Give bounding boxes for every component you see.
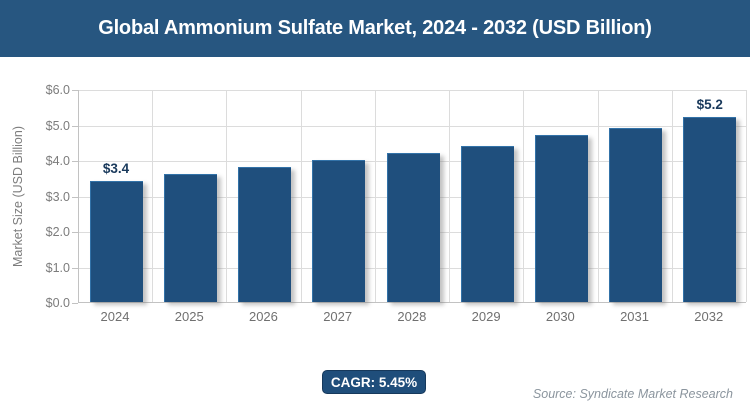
x-tick-label: 2025 <box>174 309 204 324</box>
x-tick-label: 2032 <box>694 309 724 324</box>
bar-2025 <box>163 174 217 302</box>
cagr-badge: CAGR: 5.45% <box>322 370 426 394</box>
bar-value-label: $5.2 <box>696 97 723 113</box>
y-tick-mark <box>72 125 78 127</box>
x-tick-label: 2031 <box>620 309 649 324</box>
bar-2029 <box>460 145 514 302</box>
y-tick-label: $1.0 <box>45 260 70 275</box>
y-tick-mark <box>72 232 78 233</box>
x-tick-label: 2028 <box>397 309 427 324</box>
v-gridline <box>300 90 302 302</box>
y-tick-mark <box>72 303 78 304</box>
v-gridline <box>449 90 451 302</box>
y-tick-label: $4.0 <box>45 154 70 168</box>
bar-2030 <box>534 135 588 302</box>
h-gridline <box>79 125 746 127</box>
plot-area: $3.4 $5.2 <box>78 90 747 303</box>
v-gridline <box>152 90 154 302</box>
bar-value-label: $3.4 <box>102 161 130 177</box>
y-tick-label: $2.0 <box>45 225 70 239</box>
v-gridline <box>523 90 525 302</box>
bar-2028 <box>386 152 440 302</box>
v-gridline <box>671 90 673 302</box>
x-tick-label: 2027 <box>323 309 353 324</box>
x-tick-label: 2026 <box>248 309 278 324</box>
h-gridline <box>79 90 746 91</box>
y-tick-label: $5.0 <box>45 118 70 133</box>
page-title: Global Ammonium Sulfate Market, 2024 - 2… <box>98 17 652 39</box>
bar-2026 <box>238 167 292 302</box>
source-text: Source: Syndicate Market Research <box>532 387 733 401</box>
x-tick-label: 2030 <box>545 309 575 324</box>
y-tick-mark <box>72 196 78 198</box>
y-tick-mark <box>72 161 78 162</box>
cagr-badge-label: CAGR: 5.45% <box>330 374 418 390</box>
v-gridline <box>374 90 376 302</box>
y-tick-label: $6.0 <box>45 83 70 97</box>
header-banner: Global Ammonium Sulfate Market, 2024 - 2… <box>0 0 750 57</box>
y-tick-label: $0.0 <box>45 296 70 310</box>
bar-2024 <box>89 181 143 302</box>
y-tick-label: $3.0 <box>45 189 70 204</box>
bar-2027 <box>312 160 366 302</box>
v-gridline <box>226 90 228 302</box>
x-tick-label: 2029 <box>471 309 501 324</box>
x-tick-label: 2024 <box>100 309 130 324</box>
bar-2032 <box>683 117 737 302</box>
y-tick-mark <box>72 90 78 91</box>
v-gridline <box>746 90 747 302</box>
v-gridline <box>597 90 599 302</box>
y-tick-mark <box>72 267 78 269</box>
bar-2031 <box>609 128 663 302</box>
